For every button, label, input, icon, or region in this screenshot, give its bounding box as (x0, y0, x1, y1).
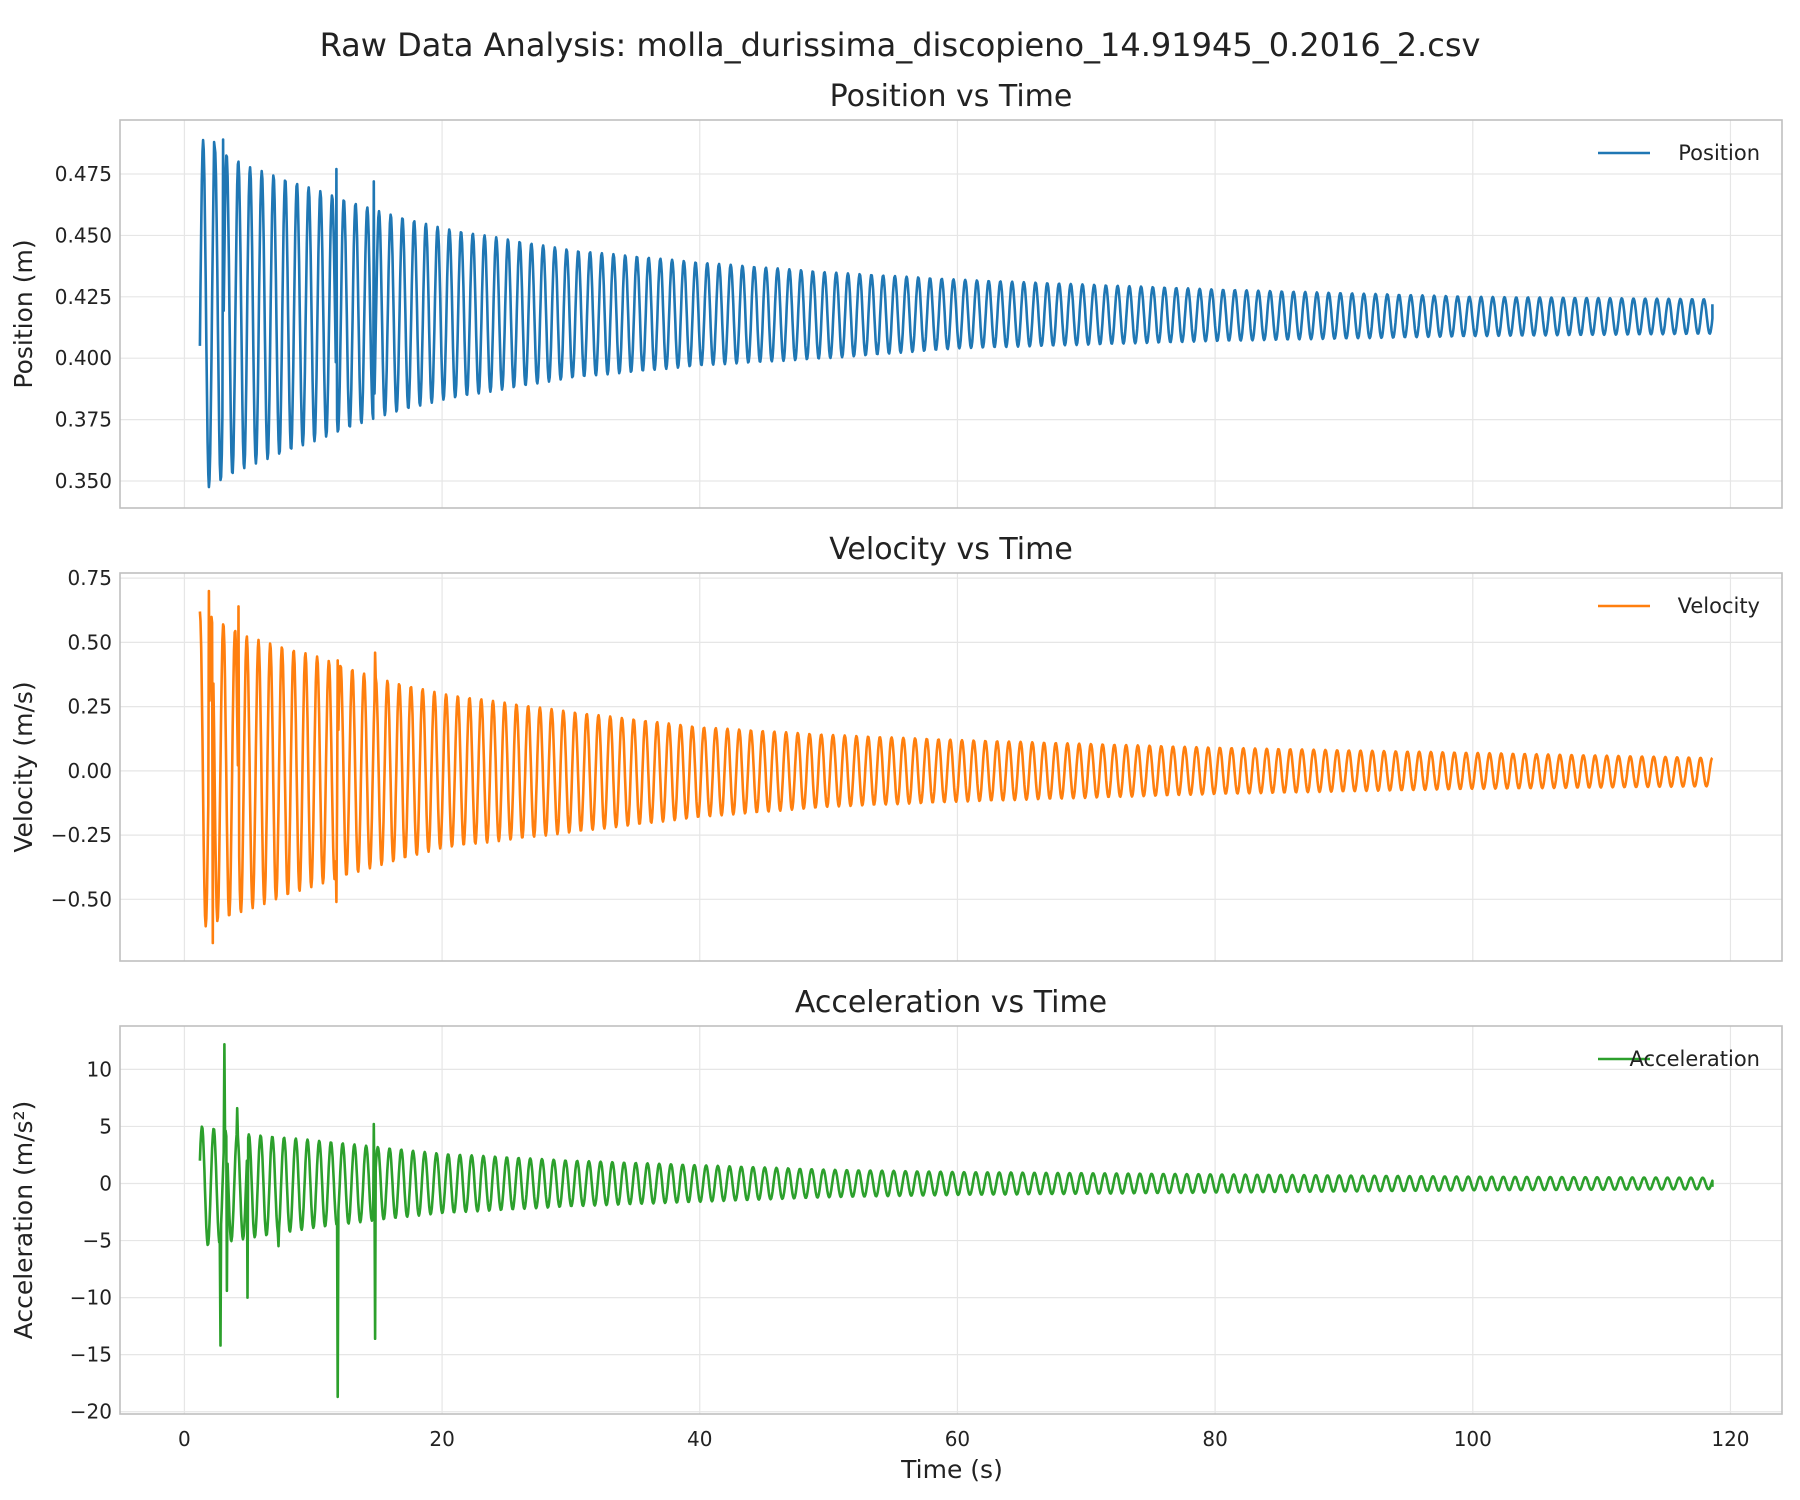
acceleration-x-tick-label: 40 (687, 1427, 712, 1451)
acceleration-x-tick-label: 0 (178, 1427, 191, 1451)
velocity-y-tick-label: 0.50 (67, 630, 112, 654)
velocity-y-axis-label: Velocity (m/s) (9, 681, 38, 852)
velocity-y-tick-label: 0.00 (67, 759, 112, 783)
acceleration-y-tick-label: −20 (70, 1400, 112, 1424)
acceleration-legend-label: Acceleration (1630, 1047, 1761, 1071)
velocity-series-line (198, 589, 1714, 945)
acceleration-x-tick-label: 120 (1711, 1427, 1749, 1451)
position-y-tick-label: 0.475 (55, 162, 112, 186)
acceleration-y-tick-label: −15 (70, 1343, 112, 1367)
position-y-tick-label: 0.425 (55, 285, 112, 309)
acceleration-x-tick-label: 20 (429, 1427, 454, 1451)
position-y-axis-label: Position (m) (9, 239, 38, 388)
position-panel: Position 0.350 0.375 0.400 0.425 0.450 0.475 Po… (9, 79, 1783, 509)
acceleration-y-tick-label: 5 (99, 1114, 112, 1138)
acceleration-y-tick-label: −5 (83, 1229, 112, 1253)
acceleration-axes-frame (119, 1025, 1783, 1415)
velocity-y-tick-label: −0.50 (51, 887, 112, 911)
velocity-panel: Velocity −0.50 −0.25 0.00 0.25 0.50 0.75 Veloci… (9, 532, 1783, 962)
velocity-y-tick-label: 0.75 (67, 566, 112, 590)
acceleration-panel-title: Acceleration vs Time (795, 985, 1107, 1020)
velocity-axes-frame (119, 572, 1783, 962)
acceleration-y-tick-label: 0 (99, 1171, 112, 1195)
velocity-legend-label: Velocity (1678, 594, 1760, 618)
acceleration-y-axis-label: Acceleration (m/s²) (9, 1101, 38, 1340)
position-panel-title: Position vs Time (830, 79, 1073, 114)
velocity-y-tick-label: −0.25 (51, 823, 112, 847)
position-legend-label: Position (1678, 141, 1760, 165)
acceleration-x-tick-label: 60 (945, 1427, 970, 1451)
subplots: Position 0.350 0.375 0.400 0.425 0.450 0.475 Po… (9, 79, 1783, 1451)
position-series-line (198, 138, 1714, 489)
acceleration-x-tick-label: 80 (1202, 1427, 1227, 1451)
velocity-y-tick-label: 0.25 (67, 695, 112, 719)
x-axis-label: Time (s) (900, 1455, 1003, 1484)
position-y-tick-label: 0.450 (55, 223, 112, 247)
velocity-panel-title: Velocity vs Time (829, 532, 1073, 567)
position-axes-frame (119, 119, 1783, 509)
position-y-tick-label: 0.375 (55, 408, 112, 432)
figure-title: Raw Data Analysis: molla_durissima_disco… (320, 26, 1481, 64)
acceleration-series-line (198, 1043, 1714, 1399)
acceleration-y-tick-label: 10 (87, 1057, 112, 1081)
acceleration-y-tick-label: −10 (70, 1286, 112, 1310)
position-y-tick-label: 0.350 (55, 469, 112, 493)
acceleration-x-tick-label: 100 (1454, 1427, 1492, 1451)
position-y-tick-label: 0.400 (55, 346, 112, 370)
